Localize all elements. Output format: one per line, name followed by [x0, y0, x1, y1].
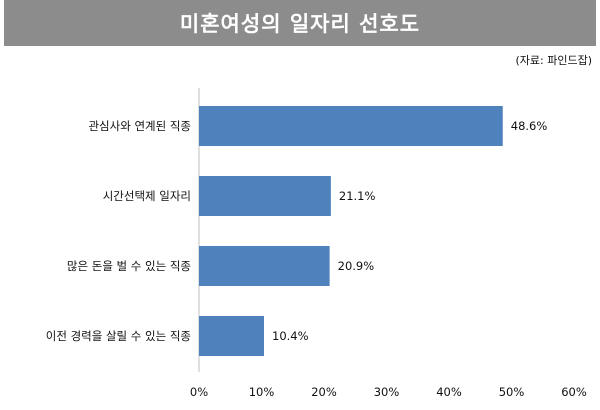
x-tick-label: 10%	[249, 385, 275, 399]
bar	[199, 316, 264, 356]
x-tick-label: 30%	[374, 385, 400, 399]
x-tick-label: 20%	[311, 385, 337, 399]
bar	[199, 176, 331, 216]
chart-title: 미혼여성의 일자리 선호도	[179, 12, 421, 36]
data-label: 21.1%	[339, 189, 376, 203]
data-label: 10.4%	[272, 329, 309, 343]
bar	[199, 246, 330, 286]
bar	[199, 106, 503, 146]
category-label: 이전 경력을 살릴 수 있는 직종	[46, 329, 191, 343]
chart-title-bar: 미혼여성의 일자리 선호도	[4, 0, 596, 46]
category-label: 시간선택제 일자리	[103, 189, 191, 203]
x-tick-label: 0%	[190, 385, 208, 399]
x-tick-label: 60%	[561, 385, 587, 399]
data-label: 48.6%	[511, 119, 548, 133]
category-label: 많은 돈을 벌 수 있는 직종	[67, 259, 191, 273]
category-label: 관심사와 연계된 직종	[88, 119, 191, 133]
data-label: 20.9%	[338, 259, 375, 273]
x-tick-label: 40%	[436, 385, 462, 399]
source-note: (자료: 파인드잡)	[515, 54, 592, 67]
x-tick-label: 50%	[499, 385, 525, 399]
